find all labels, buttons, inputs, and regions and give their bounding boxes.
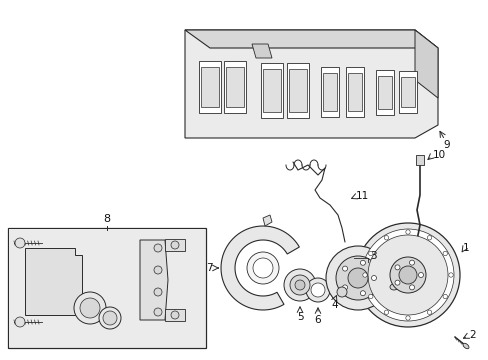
Bar <box>201 67 219 107</box>
Polygon shape <box>251 44 271 58</box>
Circle shape <box>442 251 447 256</box>
Bar <box>415 155 423 165</box>
Circle shape <box>394 280 399 285</box>
Circle shape <box>99 307 121 329</box>
Polygon shape <box>140 240 168 320</box>
Bar <box>8 228 205 348</box>
Circle shape <box>310 283 325 297</box>
Ellipse shape <box>462 343 468 349</box>
Circle shape <box>384 235 388 240</box>
Circle shape <box>154 244 162 252</box>
Circle shape <box>305 278 329 302</box>
Circle shape <box>418 273 423 278</box>
Bar <box>347 73 361 111</box>
Polygon shape <box>414 30 437 98</box>
Circle shape <box>389 257 425 293</box>
Circle shape <box>448 273 452 277</box>
Bar <box>199 61 221 113</box>
Bar <box>377 76 391 108</box>
Text: 6: 6 <box>314 315 321 325</box>
Text: 10: 10 <box>432 150 445 160</box>
Circle shape <box>284 269 315 301</box>
Circle shape <box>371 275 376 280</box>
Circle shape <box>80 298 100 318</box>
Circle shape <box>289 275 309 295</box>
Text: 5: 5 <box>296 312 303 322</box>
Circle shape <box>361 229 453 321</box>
Circle shape <box>384 310 388 314</box>
Circle shape <box>342 266 347 271</box>
Circle shape <box>171 241 179 249</box>
Text: 4: 4 <box>331 300 338 310</box>
Circle shape <box>405 316 409 320</box>
Circle shape <box>398 266 416 284</box>
Circle shape <box>294 280 305 290</box>
Circle shape <box>360 291 365 296</box>
Circle shape <box>408 285 414 290</box>
Bar <box>9 229 204 347</box>
Bar <box>286 63 308 117</box>
Circle shape <box>427 310 431 314</box>
Text: 11: 11 <box>355 191 368 201</box>
Circle shape <box>342 285 347 290</box>
Circle shape <box>367 235 447 315</box>
Circle shape <box>427 235 431 240</box>
Bar <box>323 73 336 111</box>
Bar <box>224 61 245 113</box>
Polygon shape <box>184 30 437 138</box>
Polygon shape <box>164 309 184 321</box>
Bar <box>346 67 363 117</box>
Ellipse shape <box>389 284 397 290</box>
Polygon shape <box>164 239 184 251</box>
Bar <box>398 71 416 113</box>
Circle shape <box>154 288 162 296</box>
Circle shape <box>362 273 366 277</box>
Bar <box>400 77 414 107</box>
Bar <box>288 68 306 112</box>
Circle shape <box>103 311 117 325</box>
Text: 9: 9 <box>442 140 448 150</box>
Circle shape <box>442 294 447 299</box>
Circle shape <box>368 294 372 299</box>
Circle shape <box>394 265 399 270</box>
Circle shape <box>336 287 346 297</box>
Circle shape <box>15 317 25 327</box>
Bar <box>261 63 283 117</box>
Circle shape <box>360 260 365 265</box>
Circle shape <box>171 311 179 319</box>
Text: 3: 3 <box>369 251 376 261</box>
Text: 7: 7 <box>206 263 213 273</box>
Bar <box>225 67 244 107</box>
Circle shape <box>405 230 409 234</box>
Circle shape <box>154 308 162 316</box>
Circle shape <box>154 266 162 274</box>
Bar <box>375 69 393 114</box>
Bar <box>263 68 281 112</box>
Polygon shape <box>184 30 437 48</box>
Bar <box>320 67 338 117</box>
Circle shape <box>347 268 367 288</box>
Circle shape <box>335 256 379 300</box>
Circle shape <box>325 246 389 310</box>
Circle shape <box>355 223 459 327</box>
Circle shape <box>252 258 272 278</box>
Text: 2: 2 <box>468 330 475 340</box>
Circle shape <box>408 260 414 265</box>
Text: 1: 1 <box>462 243 468 253</box>
Circle shape <box>368 251 372 256</box>
Circle shape <box>15 238 25 248</box>
Circle shape <box>246 252 279 284</box>
Circle shape <box>74 292 106 324</box>
Polygon shape <box>25 248 82 315</box>
Text: 8: 8 <box>103 214 110 224</box>
Polygon shape <box>221 226 299 310</box>
Polygon shape <box>263 215 271 226</box>
